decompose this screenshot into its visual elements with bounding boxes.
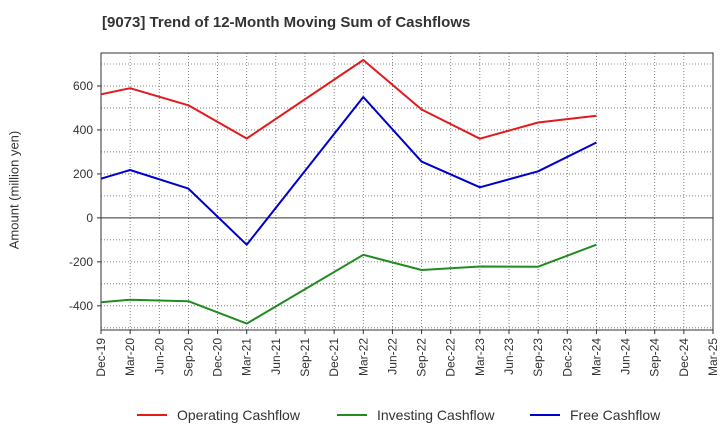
y-tick-label: -200 <box>69 255 93 269</box>
x-tick-label: Mar-23 <box>473 338 487 376</box>
x-tick-label: Sep-24 <box>648 338 662 377</box>
y-tick-label: 200 <box>73 167 93 181</box>
series-line-investing-cashflow <box>100 243 597 325</box>
legend-label-operating-cashflow: Operating Cashflow <box>177 407 301 423</box>
x-tick-label: Jun-22 <box>385 338 399 375</box>
x-tick-label: Mar-24 <box>589 338 603 376</box>
x-tick-label: Mar-22 <box>356 338 370 376</box>
x-tick-label: Dec-19 <box>94 338 108 377</box>
legend-label-investing-cashflow: Investing Cashflow <box>377 407 495 423</box>
x-tick-label: Dec-23 <box>560 338 574 377</box>
x-tick-label: Sep-21 <box>298 338 312 377</box>
x-tick-label: Jun-23 <box>502 338 516 375</box>
x-tick-label: Sep-23 <box>531 338 545 377</box>
series-line-operating-cashflow <box>100 59 597 140</box>
y-tick-label: 400 <box>73 123 93 137</box>
y-tick-label: -400 <box>69 299 93 313</box>
legend-label-free-cashflow: Free Cashflow <box>570 407 661 423</box>
y-tick-label: 600 <box>73 79 93 93</box>
x-tick-label: Jun-20 <box>152 338 166 375</box>
x-tick-label: Mar-21 <box>240 338 254 376</box>
x-tick-label: Dec-20 <box>211 338 225 377</box>
x-tick-label: Sep-22 <box>415 338 429 377</box>
plot-frame <box>100 52 714 331</box>
x-tick-label: Dec-24 <box>677 338 691 377</box>
x-tick-label: Dec-21 <box>327 338 341 377</box>
x-tick-label: Dec-22 <box>444 338 458 377</box>
y-tick-label: 0 <box>86 211 93 225</box>
x-tick-label: Mar-25 <box>706 338 720 376</box>
series-line-free-cashflow <box>100 96 597 246</box>
x-tick-label: Mar-20 <box>123 338 137 376</box>
x-tick-label: Jun-21 <box>269 338 283 375</box>
x-tick-label: Jun-24 <box>619 338 633 375</box>
x-tick-label: Sep-20 <box>181 338 195 377</box>
chart-title: [9073] Trend of 12-Month Moving Sum of C… <box>102 14 471 31</box>
